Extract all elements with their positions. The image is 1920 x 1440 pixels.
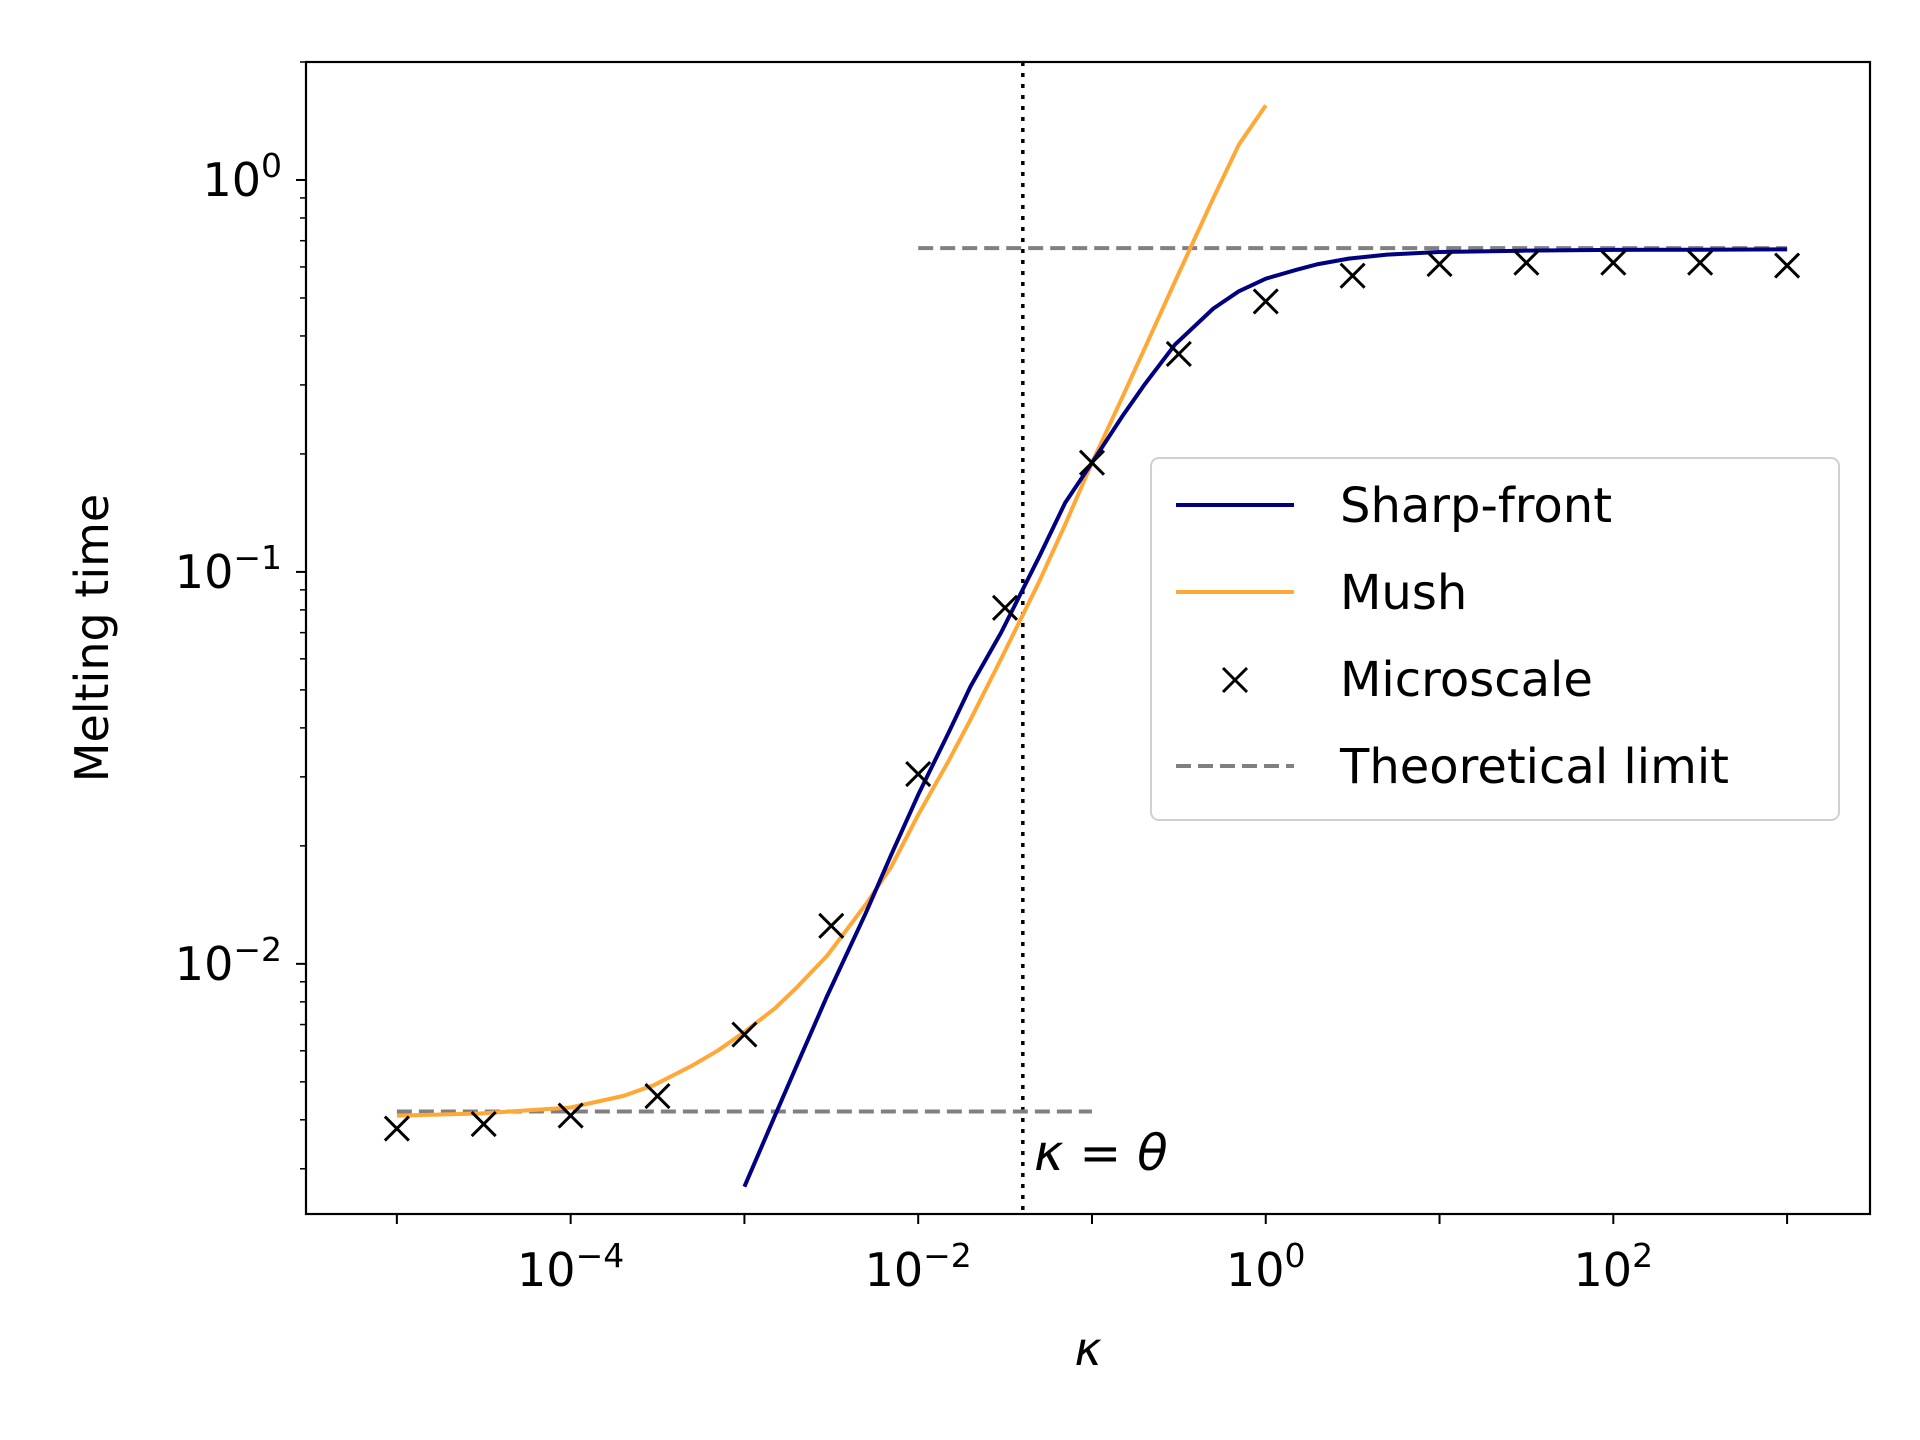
y-tick-label: 10−1 [175, 538, 282, 599]
microscale-point-stroke [644, 1082, 671, 1110]
microscale-point-stroke [1339, 262, 1366, 289]
microscale-point-stroke [1600, 249, 1627, 276]
y-tick-label: 100 [202, 146, 282, 207]
x-tick-label: 100 [1226, 1236, 1306, 1297]
legend-label-mush: Mush [1340, 565, 1467, 621]
microscale-point [731, 1021, 758, 1048]
microscale-point-stroke [1165, 340, 1192, 367]
legend-swatch-microscale [1221, 666, 1249, 694]
microscale-point [1600, 249, 1627, 276]
microscale-point-stroke [1687, 249, 1714, 276]
microscale-point [470, 1111, 497, 1138]
legend-label-theoretical-limit: Theoretical limit [1339, 739, 1729, 795]
microscale-point-stroke [731, 1021, 758, 1048]
microscale-point [1426, 251, 1453, 278]
microscale-point-stroke [991, 594, 1019, 621]
legend-marker-stroke [1221, 666, 1249, 694]
microscale-point-stroke [1252, 288, 1279, 315]
microscale-point [557, 1102, 584, 1129]
microscale-point [1513, 249, 1540, 276]
microscale-point [905, 760, 932, 788]
microscale-point-stroke [1078, 449, 1106, 476]
microscale-point [1165, 340, 1192, 367]
microscale-point [1774, 252, 1801, 279]
microscale-point-stroke [470, 1111, 497, 1138]
plot-frame [304, 60, 1872, 1216]
legend-box [1150, 457, 1840, 821]
y-tick-label: 10−2 [175, 930, 282, 991]
microscale-point [1339, 262, 1366, 289]
y-axis-label: Melting time [65, 494, 119, 783]
microscale-point [1252, 288, 1279, 315]
microscale-point [383, 1115, 410, 1142]
plot-content [383, 62, 1801, 1214]
x-tick-label: 102 [1574, 1236, 1654, 1297]
kappa-theta-annotation: κ = θ [1034, 1124, 1168, 1182]
sharp-front-line [742, 247, 1788, 1188]
microscale-point-stroke [905, 760, 932, 788]
microscale-point-stroke [557, 1102, 584, 1129]
microscale-point [991, 594, 1019, 621]
microscale-point [818, 912, 845, 939]
microscale-point [1078, 449, 1106, 476]
legend-label-sharp-front: Sharp-front [1340, 478, 1612, 534]
x-axis-label: κ [1074, 1322, 1101, 1376]
microscale-point-stroke [1513, 249, 1540, 276]
x-tick-label: 10−2 [865, 1236, 972, 1297]
x-tick-label: 10−4 [517, 1236, 624, 1297]
microscale-point-stroke [1774, 252, 1801, 279]
mush-line [396, 104, 1268, 1118]
microscale-point-stroke [818, 912, 845, 939]
microscale-point-stroke [1426, 251, 1453, 278]
microscale-point-stroke [383, 1115, 410, 1142]
microscale-point [1687, 249, 1714, 276]
legend-label-microscale: Microscale [1340, 652, 1593, 708]
microscale-point [644, 1082, 671, 1110]
legend: Sharp-front Mush Microscale Theoretical … [1150, 457, 1840, 821]
axis-ticks: 10−4 10−2 100 102 10−2 10−1 100 [175, 61, 1789, 1297]
